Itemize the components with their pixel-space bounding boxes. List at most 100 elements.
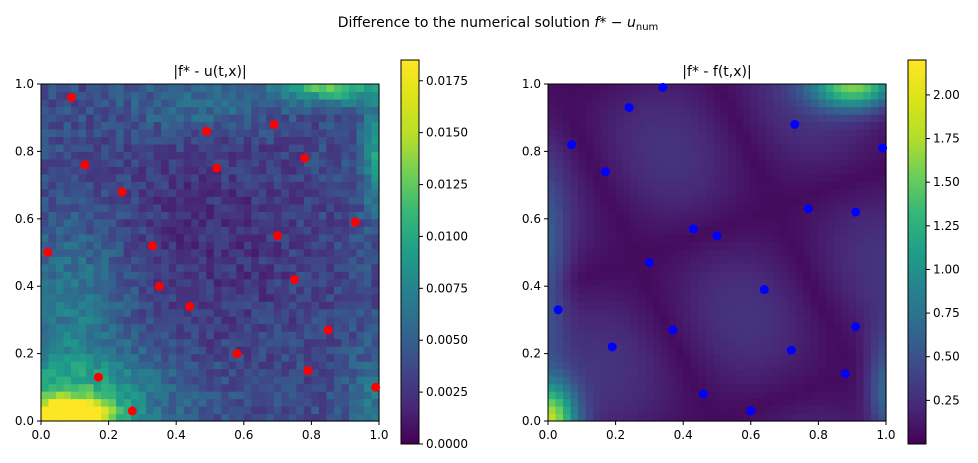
heatmap-cell: [191, 406, 200, 415]
heatmap-cell: [93, 226, 102, 235]
heatmap-cell: [690, 323, 699, 332]
heatmap-cell: [585, 188, 594, 197]
heatmap-cell: [653, 263, 662, 272]
heatmap-cell: [153, 406, 162, 415]
heatmap-cell: [288, 256, 297, 265]
heatmap-cell: [600, 286, 609, 295]
heatmap-cell: [855, 271, 865, 280]
heatmap-cell: [116, 211, 125, 220]
heatmap-cell: [735, 188, 744, 197]
heatmap-cell: [818, 84, 827, 93]
heatmap-cell: [705, 188, 714, 197]
heatmap-cell: [333, 226, 343, 235]
heatmap-cell: [825, 151, 835, 160]
heatmap-cell: [101, 151, 110, 160]
heatmap-cell: [213, 331, 222, 340]
heatmap-cell: [795, 188, 804, 197]
heatmap-cell: [615, 368, 624, 377]
heatmap-cell: [318, 121, 328, 130]
heatmap-cell: [371, 203, 380, 212]
heatmap-cell: [78, 166, 87, 175]
heatmap-cell: [131, 323, 140, 332]
heatmap-cell: [176, 151, 185, 160]
heatmap-cell: [765, 301, 774, 310]
heatmap-cell: [878, 136, 887, 145]
heatmap-cell: [146, 106, 155, 115]
heatmap-cell: [585, 136, 594, 145]
heatmap-cell: [348, 301, 358, 310]
heatmap-cell: [168, 121, 177, 130]
heatmap-cell: [630, 316, 639, 325]
heatmap-cell: [720, 286, 729, 295]
heatmap-cell: [555, 121, 564, 130]
heatmap-cell: [198, 301, 207, 310]
heatmap-cell: [251, 271, 260, 280]
heatmap-cell: [810, 106, 819, 115]
heatmap-cell: [311, 98, 320, 108]
heatmap-cell: [363, 413, 373, 422]
heatmap-cell: [758, 338, 767, 347]
heatmap-cell: [131, 256, 140, 265]
heatmap-cell: [153, 338, 162, 347]
heatmap-cell: [683, 84, 692, 93]
heatmap-cell: [803, 128, 812, 138]
heatmap-cell: [131, 316, 140, 325]
heatmap-cell: [206, 271, 215, 280]
heatmap-cell: [638, 376, 647, 385]
heatmap-cell: [848, 383, 857, 392]
heatmap-cell: [341, 383, 350, 392]
heatmap-cell: [161, 166, 170, 175]
heatmap-cell: [593, 383, 602, 392]
heatmap-cell: [758, 173, 767, 182]
heatmap-cell: [258, 98, 267, 108]
heatmap-cell: [563, 286, 572, 295]
heatmap-cell: [153, 271, 162, 280]
heatmap-cell: [593, 323, 602, 332]
heatmap-cell: [63, 331, 72, 340]
scatter-point: [878, 143, 888, 153]
heatmap-cell: [698, 413, 707, 422]
heatmap-cell: [296, 106, 305, 115]
heatmap-cell: [153, 113, 162, 123]
heatmap-cell: [668, 143, 677, 152]
heatmap-cell: [281, 136, 290, 145]
heatmap-cell: [296, 143, 305, 152]
heatmap-cell: [690, 256, 699, 265]
heatmap-cell: [131, 173, 140, 182]
heatmap-cell: [198, 338, 207, 347]
heatmap-cell: [833, 203, 842, 212]
heatmap-cell: [243, 353, 252, 362]
heatmap-cell: [206, 256, 215, 265]
heatmap-cell: [840, 166, 850, 175]
heatmap-cell: [585, 361, 594, 370]
heatmap-cell: [341, 91, 350, 100]
heatmap-cell: [878, 398, 887, 407]
heatmap-cell: [735, 361, 744, 370]
heatmap-cell: [623, 338, 632, 347]
heatmap-cell: [683, 181, 692, 190]
heatmap-cell: [318, 361, 328, 370]
heatmap-cell: [773, 158, 782, 167]
heatmap-cell: [356, 151, 365, 160]
heatmap-cell: [363, 316, 373, 325]
heatmap-cell: [623, 196, 632, 205]
suptitle-math: f* − u: [594, 15, 636, 31]
heatmap-cell: [333, 338, 343, 347]
heatmap-cell: [213, 391, 222, 400]
heatmap-cell: [221, 413, 230, 422]
heatmap-cell: [63, 196, 72, 205]
heatmap-cell: [735, 158, 744, 167]
colorbar-tick-label: 0.0125: [426, 178, 468, 192]
heatmap-cell: [108, 406, 117, 415]
heatmap-cell: [758, 211, 767, 220]
heatmap-cell: [371, 316, 380, 325]
heatmap-cell: [146, 84, 155, 93]
heatmap-cell: [713, 368, 722, 377]
heatmap-cell: [176, 256, 185, 265]
heatmap-cell: [825, 391, 835, 400]
heatmap-cell: [86, 346, 95, 355]
heatmap-cell: [818, 316, 827, 325]
heatmap-cell: [168, 338, 177, 347]
heatmap-cell: [296, 301, 305, 310]
heatmap-cell: [563, 121, 572, 130]
